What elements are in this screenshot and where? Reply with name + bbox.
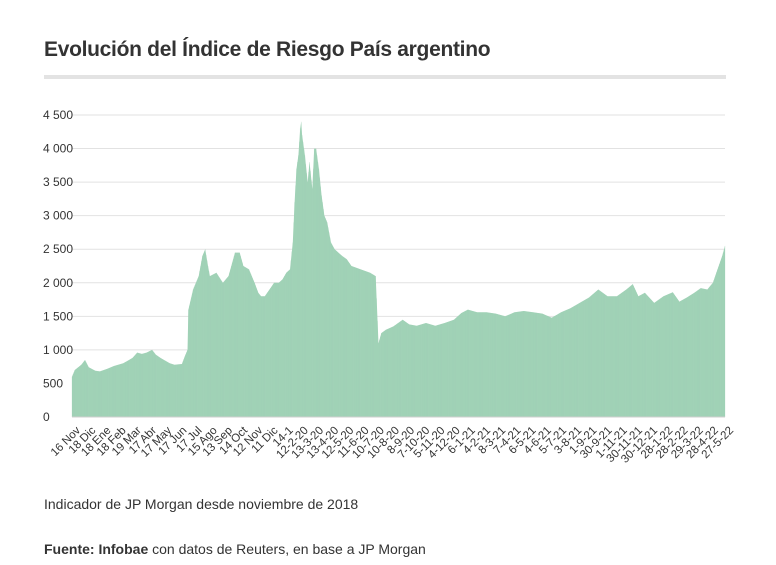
y-tick-label: 500	[43, 376, 63, 390]
y-tick-label: 4 500	[43, 108, 73, 122]
risk-index-area	[72, 121, 725, 417]
risk-index-area-chart: 0 500 1 000 1 500 2 000 2 500 3 000 3 500 4 000 4…	[43, 108, 736, 466]
gridlines	[72, 114, 725, 384]
source-credit: Fuente: Infobae con datos de Reuters, en…	[44, 541, 426, 557]
y-tick-label: 4 000	[43, 142, 73, 156]
source-outlet: Infobae	[98, 541, 149, 557]
title-divider	[44, 75, 726, 79]
y-tick-label: 1 500	[43, 309, 73, 323]
chart-description: Indicador de JP Morgan desde noviembre d…	[44, 496, 359, 512]
y-tick-label: 2 500	[43, 242, 73, 256]
chart-title: Evolución del Índice de Riesgo País arge…	[44, 38, 491, 61]
y-tick-label: 0	[43, 410, 50, 424]
y-axis: 0 500 1 000 1 500 2 000 2 500 3 000 3 500 4 000 4…	[43, 108, 73, 424]
source-text: con datos de Reuters, en base a JP Morga…	[148, 541, 426, 557]
source-label: Fuente:	[44, 541, 95, 557]
y-tick-label: 3 000	[43, 209, 73, 223]
area-series	[71, 121, 726, 417]
y-tick-label: 1 000	[43, 343, 73, 357]
y-tick-label: 2 000	[43, 276, 73, 290]
y-tick-label: 3 500	[43, 175, 73, 189]
